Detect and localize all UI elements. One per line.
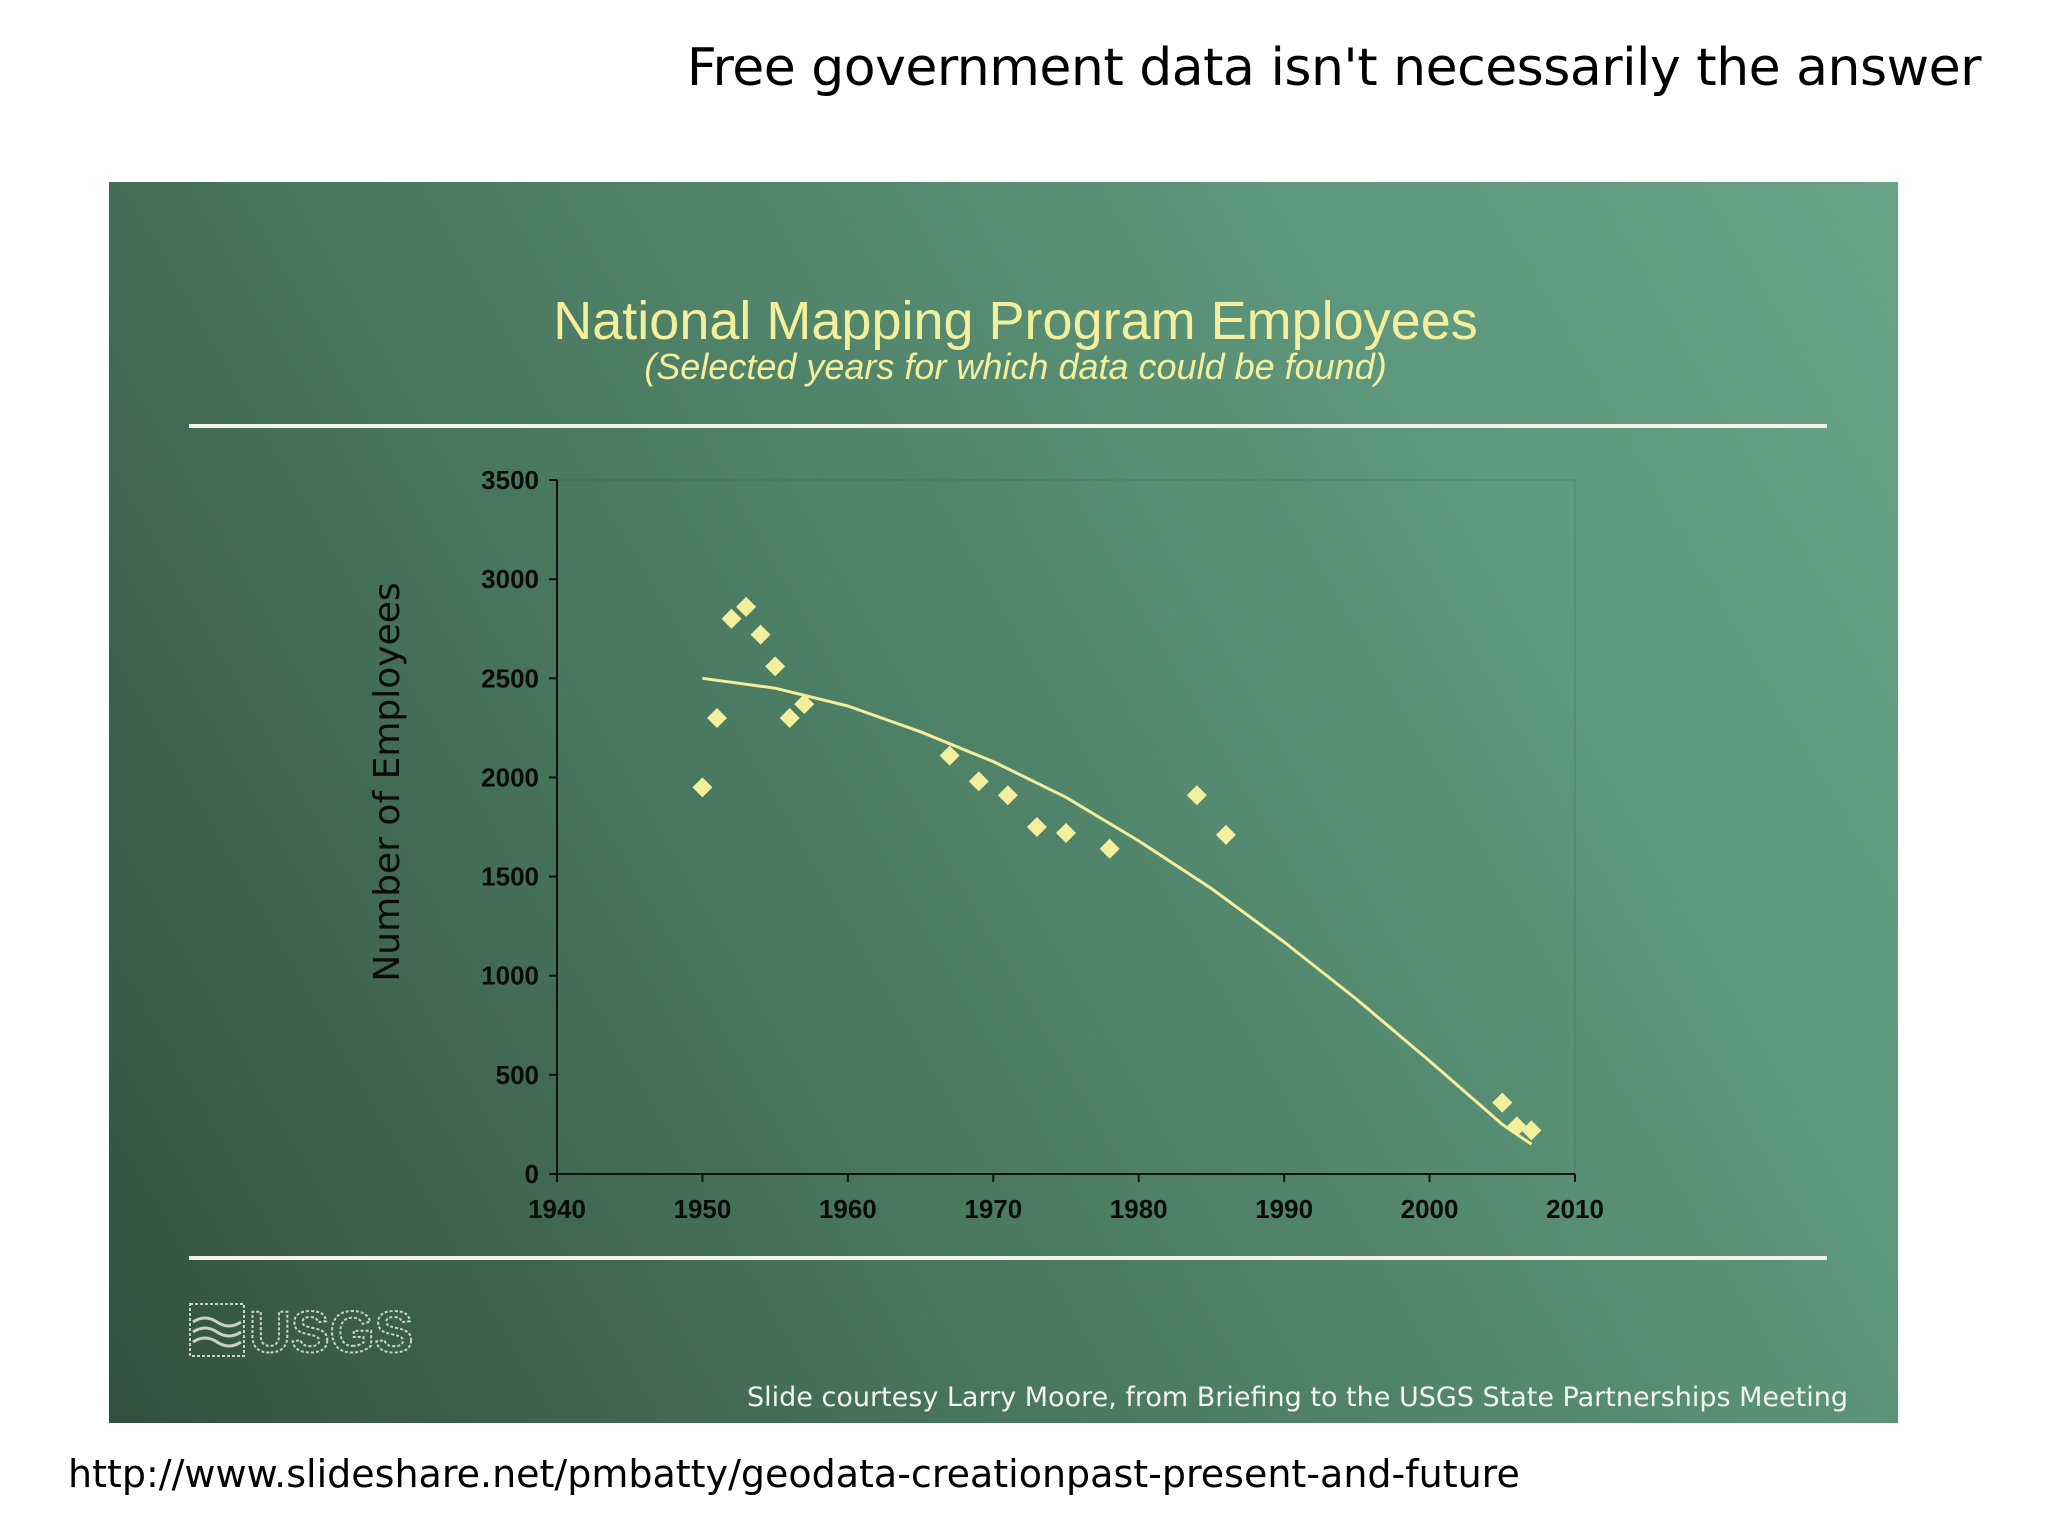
top-rule: [189, 424, 1827, 428]
data-point: [765, 656, 786, 677]
data-point: [939, 745, 960, 766]
page-heading: Free government data isn't necessarily t…: [686, 38, 1982, 98]
y-tick-label: 3000: [481, 564, 539, 594]
slide: National Mapping Program Employees (Sele…: [109, 182, 1898, 1423]
x-tick-label: 1990: [1255, 1194, 1313, 1224]
x-tick-label: 2010: [1546, 1194, 1604, 1224]
x-tick-label: 1970: [964, 1194, 1022, 1224]
y-tick-label: 2000: [481, 762, 539, 792]
usgs-logo-text: USGS: [249, 1300, 413, 1360]
x-tick-label: 1950: [674, 1194, 732, 1224]
y-tick-label: 0: [525, 1159, 539, 1189]
x-tick-label: 1940: [528, 1194, 586, 1224]
trendline: [702, 676, 1533, 1146]
slide-credit: Slide courtesy Larry Moore, from Briefin…: [747, 1382, 1848, 1413]
y-tick-label: 500: [496, 1060, 539, 1090]
data-point: [1215, 824, 1236, 845]
x-tick-label: 1980: [1110, 1194, 1168, 1224]
y-tick-label: 1000: [481, 961, 539, 991]
y-axis-label: Number of Employees: [367, 582, 408, 981]
data-point: [794, 694, 815, 715]
data-point: [779, 707, 800, 728]
scatter-chart: 0 500 1000 1500 2000 2500 3000 3500 1940 1950 196…: [367, 465, 1604, 1224]
data-point: [692, 777, 713, 798]
data-point: [721, 608, 742, 629]
data-point: [1492, 1092, 1513, 1113]
x-tick-label: 2000: [1401, 1194, 1459, 1224]
usgs-logo: USGS: [189, 1300, 414, 1360]
data-point: [997, 785, 1018, 806]
data-point: [1056, 822, 1076, 843]
slide-title: National Mapping Program Employees: [553, 291, 1478, 351]
data-point: [750, 624, 771, 645]
bottom-rule: [189, 1256, 1827, 1260]
data-point: [1521, 1120, 1542, 1141]
x-tick-label: 1960: [819, 1194, 877, 1224]
data-point: [1026, 817, 1047, 837]
y-tick-label: 2500: [481, 663, 539, 693]
slide-subtitle: (Selected years for which data could be …: [644, 346, 1387, 387]
data-point: [706, 707, 727, 728]
data-point: [968, 771, 989, 792]
y-tick-label: 3500: [481, 465, 539, 495]
data-point: [1506, 1116, 1527, 1137]
data-point: [736, 596, 757, 617]
data-point: [1186, 785, 1207, 806]
data-point: [1099, 838, 1120, 859]
y-tick-label: 1500: [481, 862, 539, 892]
source-url[interactable]: http://www.slideshare.net/pmbatty/geodat…: [68, 1452, 1520, 1496]
